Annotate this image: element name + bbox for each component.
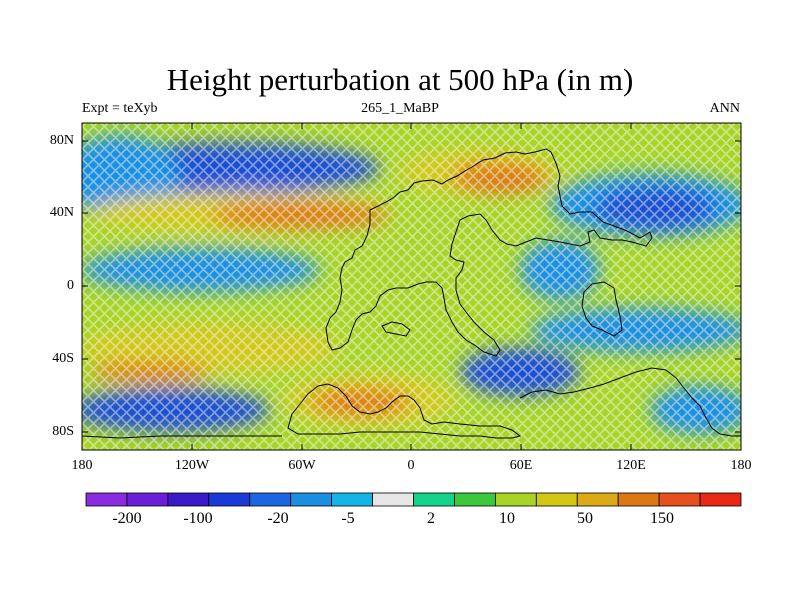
x-tick-label: 120E <box>616 458 646 473</box>
colorbar-label: -200 <box>112 510 142 527</box>
y-axis-ticks <box>82 140 741 433</box>
x-tick-label: 180 <box>71 458 93 473</box>
x-tick-label: 60E <box>509 458 533 473</box>
continent-outline-australia <box>581 281 623 337</box>
y-tick-label: 0 <box>67 278 74 293</box>
continent-outline-main <box>325 148 653 357</box>
colorbar-label: 10 <box>499 510 515 527</box>
colorbar-label: 50 <box>577 510 593 527</box>
colorbar-swatch <box>249 492 292 507</box>
contour-field <box>82 123 741 450</box>
continent-outline-south <box>287 383 522 439</box>
y-tick-label: 40S <box>52 351 74 366</box>
continent-outline-east <box>519 367 741 437</box>
x-tick-label: 60W <box>288 458 316 473</box>
colorbar-label: -5 <box>341 510 355 527</box>
map-title: Height perturbation at 500 hPa (in m) <box>166 62 634 97</box>
colorbar-swatch <box>535 492 578 507</box>
colorbar-label: -20 <box>267 510 289 527</box>
colorbar-swatch <box>413 492 455 507</box>
x-tick-label: 120W <box>174 458 210 473</box>
colorbar-swatch <box>658 492 701 507</box>
continent-outline-small-1 <box>381 321 411 337</box>
colorbar-label: 2 <box>427 510 435 527</box>
colorbar-swatch <box>617 492 660 507</box>
colorbar-swatch <box>699 492 742 507</box>
colorbar-swatch <box>331 492 373 507</box>
colorbar-swatch <box>126 492 169 507</box>
experiment-label: Expt = teXyb <box>82 101 158 116</box>
colorbar-swatch <box>576 492 619 507</box>
y-tick-label: 80S <box>52 424 74 439</box>
colorbar-swatch <box>372 492 414 507</box>
season-label: ANN <box>709 101 740 116</box>
y-tick-label: 40N <box>49 205 74 220</box>
colorbar <box>85 492 742 507</box>
colorbar-swatch <box>290 492 333 507</box>
colorbar-swatch <box>454 492 496 507</box>
y-tick-label: 80N <box>49 133 74 148</box>
colorbar-swatch <box>208 492 251 507</box>
colorbar-swatch <box>167 492 210 507</box>
run-label: 265_1_MaBP <box>361 101 439 116</box>
continent-outline-small-2 <box>81 435 282 439</box>
x-tick-label: 180 <box>730 458 752 473</box>
colorbar-swatch <box>494 492 537 507</box>
colorbar-label: 150 <box>650 510 674 527</box>
colorbar-label: -100 <box>183 510 213 527</box>
coastlines <box>81 148 741 439</box>
x-axis-ticks <box>191 123 632 450</box>
x-tick-label: 0 <box>407 458 415 473</box>
colorbar-swatch <box>85 492 128 507</box>
